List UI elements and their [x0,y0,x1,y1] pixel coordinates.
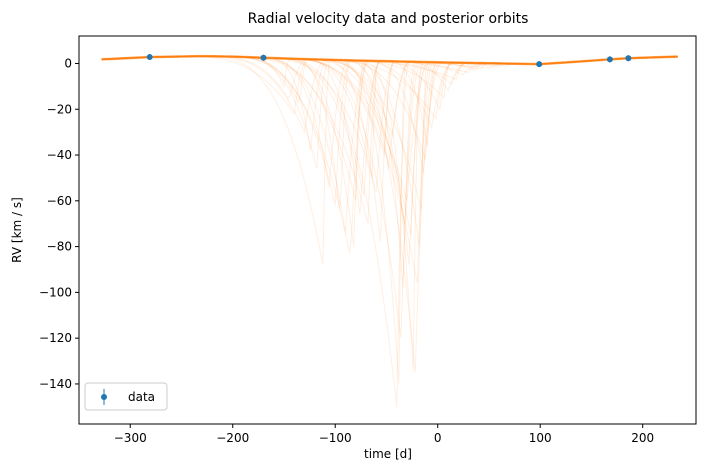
x-tick-label: 200 [631,431,654,445]
y-tick-label: −80 [47,240,72,254]
posterior-orbit-baseline [101,54,678,65]
x-axis: −300 −200 −100 0 100 200 [114,424,654,445]
data-point [146,54,153,61]
y-axis: 0 −20 −40 −60 −80 −100 −120 −140 [39,56,79,391]
plot-frame [78,35,697,425]
data-point [625,55,632,62]
data-point [606,56,613,63]
chart-title: Radial velocity data and posterior orbit… [248,11,529,27]
plot-area [101,54,678,407]
y-axis-title: RV [km / s] [10,197,24,263]
legend-box [84,382,168,411]
y-tick-label: −140 [39,377,72,391]
data-points [146,54,632,68]
x-axis-title: time [d] [364,447,412,461]
y-tick-label: −120 [39,331,72,345]
y-tick-label: −20 [47,102,72,116]
data-point [536,61,543,68]
legend-label-data: data [128,390,155,404]
x-tick-label: −100 [319,431,352,445]
y-tick-label: −100 [39,285,72,299]
data-point [260,54,267,61]
x-tick-label: 0 [434,431,442,445]
legend-marker-icon [101,394,107,400]
x-tick-label: −300 [114,431,147,445]
y-tick-label: −60 [47,194,72,208]
y-tick-label: 0 [64,56,72,70]
legend: data [84,382,168,411]
y-tick-label: −40 [47,148,72,162]
x-tick-label: −200 [216,431,249,445]
posterior-orbits [101,54,678,407]
x-tick-label: 100 [529,431,552,445]
